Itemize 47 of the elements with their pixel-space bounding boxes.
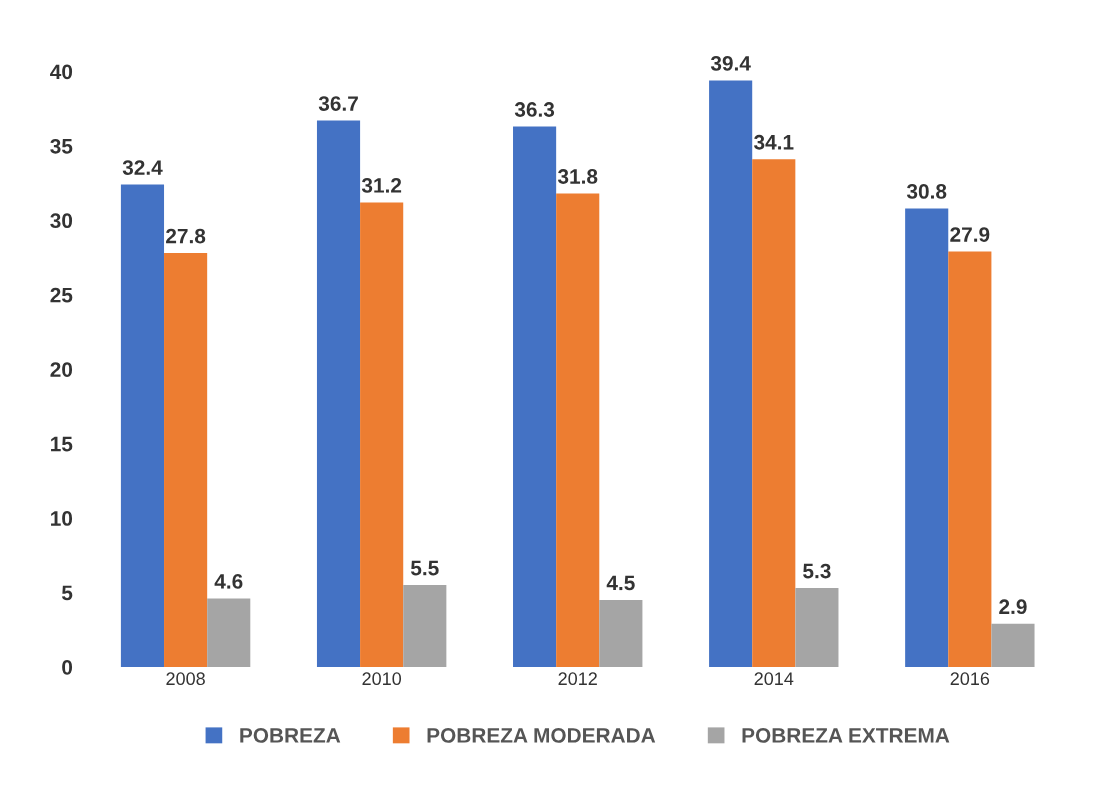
data-label: 27.8 bbox=[166, 228, 206, 244]
bar bbox=[316, 120, 361, 667]
data-label: 4.5 bbox=[606, 575, 635, 591]
data-label: 27.9 bbox=[950, 227, 990, 242]
y-tick-label: 15 bbox=[51, 436, 73, 452]
x-tick-label: 2008 bbox=[166, 672, 205, 686]
data-label: 34.1 bbox=[753, 134, 794, 150]
bar bbox=[948, 251, 992, 667]
x-tick-label: 2012 bbox=[558, 672, 597, 686]
x-tick-label: 2016 bbox=[950, 672, 990, 686]
data-label: 39.4 bbox=[710, 55, 751, 71]
data-label: 2.9 bbox=[999, 599, 1027, 615]
bar bbox=[120, 184, 165, 667]
bar bbox=[709, 80, 753, 667]
data-label: 32.4 bbox=[122, 160, 163, 175]
y-tick-label: 10 bbox=[51, 511, 73, 526]
data-label: 5.3 bbox=[803, 563, 831, 579]
bar bbox=[752, 159, 796, 667]
y-tick-label: 30 bbox=[50, 213, 73, 229]
data-label: 31.8 bbox=[557, 169, 598, 184]
data-label: 5.5 bbox=[410, 560, 439, 576]
data-label: 4.6 bbox=[214, 574, 243, 589]
x-tick-label: 2010 bbox=[362, 672, 402, 686]
bar bbox=[905, 208, 949, 667]
y-tick-label: 25 bbox=[50, 287, 73, 303]
y-tick-label: 20 bbox=[50, 362, 73, 377]
y-tick-label: 40 bbox=[50, 64, 73, 80]
bar bbox=[599, 599, 643, 667]
x-tick-label: 2014 bbox=[754, 672, 794, 686]
y-tick-label: 0 bbox=[62, 659, 73, 675]
bar bbox=[513, 126, 557, 667]
bar bbox=[403, 585, 447, 667]
bar bbox=[991, 623, 1035, 667]
legend-label: POBREZA EXTREMA bbox=[742, 728, 950, 743]
data-label: 30.8 bbox=[906, 184, 947, 199]
y-tick-label: 5 bbox=[61, 585, 73, 601]
legend-label: POBREZA bbox=[240, 728, 341, 743]
y-tick-label: 35 bbox=[50, 138, 73, 154]
bar bbox=[556, 193, 600, 667]
bar bbox=[164, 253, 208, 667]
bar bbox=[207, 598, 251, 667]
data-label: 36.3 bbox=[514, 102, 555, 117]
bar bbox=[795, 588, 839, 667]
bar bbox=[360, 202, 404, 667]
data-label: 31.2 bbox=[361, 178, 402, 193]
data-label: 36.7 bbox=[318, 96, 358, 111]
legend-label: POBREZA MODERADA bbox=[427, 728, 656, 743]
